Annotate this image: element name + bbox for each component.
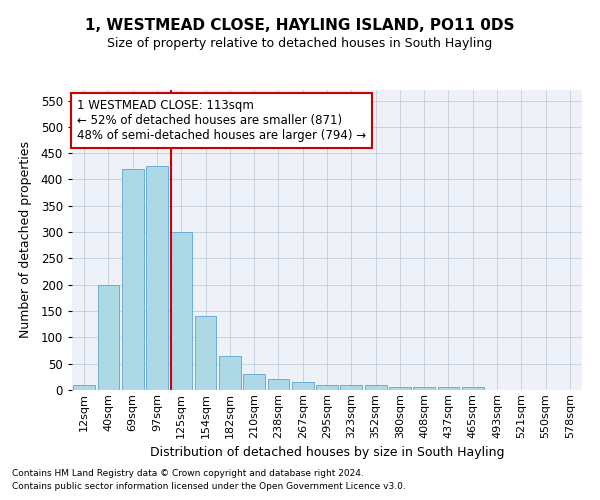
Bar xyxy=(389,388,411,390)
Bar xyxy=(340,384,362,390)
Bar xyxy=(268,380,289,390)
Text: 1 WESTMEAD CLOSE: 113sqm
← 52% of detached houses are smaller (871)
48% of semi-: 1 WESTMEAD CLOSE: 113sqm ← 52% of detach… xyxy=(77,99,366,142)
Bar xyxy=(97,284,119,390)
Bar xyxy=(243,374,265,390)
Text: Contains HM Land Registry data © Crown copyright and database right 2024.: Contains HM Land Registry data © Crown c… xyxy=(12,468,364,477)
Bar xyxy=(170,232,192,390)
Bar xyxy=(73,384,95,390)
Bar xyxy=(437,388,460,390)
Bar xyxy=(146,166,168,390)
Bar xyxy=(413,388,435,390)
Y-axis label: Number of detached properties: Number of detached properties xyxy=(19,142,32,338)
Bar xyxy=(194,316,217,390)
X-axis label: Distribution of detached houses by size in South Hayling: Distribution of detached houses by size … xyxy=(150,446,504,459)
Text: 1, WESTMEAD CLOSE, HAYLING ISLAND, PO11 0DS: 1, WESTMEAD CLOSE, HAYLING ISLAND, PO11 … xyxy=(85,18,515,32)
Bar xyxy=(316,384,338,390)
Text: Size of property relative to detached houses in South Hayling: Size of property relative to detached ho… xyxy=(107,38,493,51)
Bar xyxy=(122,169,143,390)
Text: Contains public sector information licensed under the Open Government Licence v3: Contains public sector information licen… xyxy=(12,482,406,491)
Bar xyxy=(365,384,386,390)
Bar xyxy=(219,356,241,390)
Bar xyxy=(462,388,484,390)
Bar xyxy=(292,382,314,390)
